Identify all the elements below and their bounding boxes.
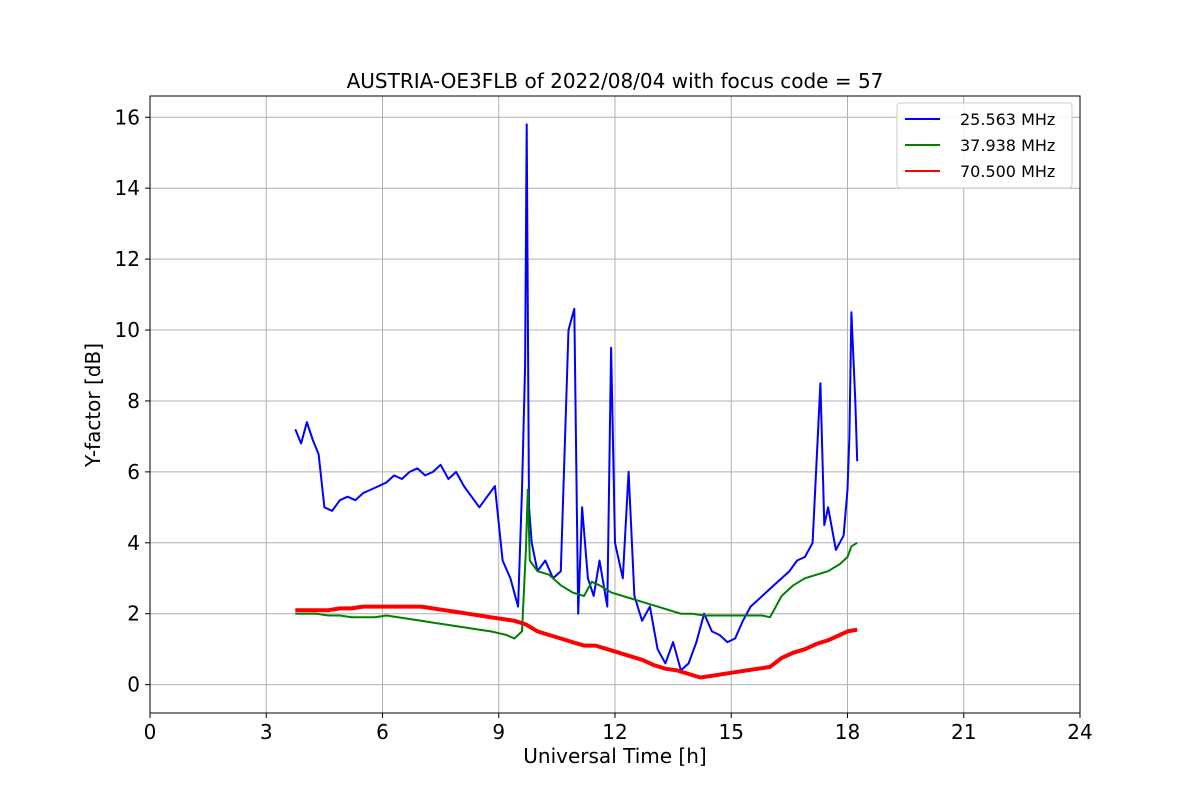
- x-tick-label: 18: [835, 720, 860, 744]
- legend-label: 70.500 MHz: [960, 162, 1055, 181]
- legend-label: 25.563 MHz: [960, 110, 1055, 129]
- x-tick-label: 12: [602, 720, 627, 744]
- y-tick-label: 4: [127, 531, 140, 555]
- x-tick-label: 0: [144, 720, 157, 744]
- chart-title: AUSTRIA-OE3FLB of 2022/08/04 with focus …: [347, 69, 884, 93]
- x-tick-label: 24: [1067, 720, 1092, 744]
- y-tick-label: 16: [115, 105, 140, 129]
- series-line-0: [294, 123, 859, 672]
- x-axis-ticks: 0 3 6 9 12 15 18 21 24: [144, 713, 1093, 744]
- y-axis-label: Y-factor [dB]: [81, 343, 105, 468]
- y-tick-label: 10: [115, 318, 140, 342]
- x-axis-label: Universal Time [h]: [523, 744, 706, 768]
- x-tick-label: 15: [719, 720, 744, 744]
- series-line-2: [295, 604, 858, 680]
- y-tick-label: 0: [127, 673, 140, 697]
- y-tick-label: 8: [127, 389, 140, 413]
- grid: [149, 96, 1081, 713]
- y-axis-ticks: 0 2 4 6 8 10 12 14 16: [115, 105, 150, 697]
- x-tick-label: 6: [376, 720, 389, 744]
- legend-label: 37.938 MHz: [960, 136, 1055, 155]
- y-tick-label: 6: [127, 460, 140, 484]
- x-tick-label: 21: [951, 720, 976, 744]
- legend: 25.563 MHz 37.938 MHz 70.500 MHz: [896, 102, 1073, 189]
- legend-box: [896, 102, 1073, 189]
- series-lines: [294, 123, 859, 680]
- series-line-1: [295, 488, 858, 640]
- x-tick-label: 3: [260, 720, 273, 744]
- x-tick-label: 9: [492, 720, 505, 744]
- y-tick-label: 14: [115, 176, 140, 200]
- y-tick-label: 12: [115, 247, 140, 271]
- y-tick-label: 2: [127, 602, 140, 626]
